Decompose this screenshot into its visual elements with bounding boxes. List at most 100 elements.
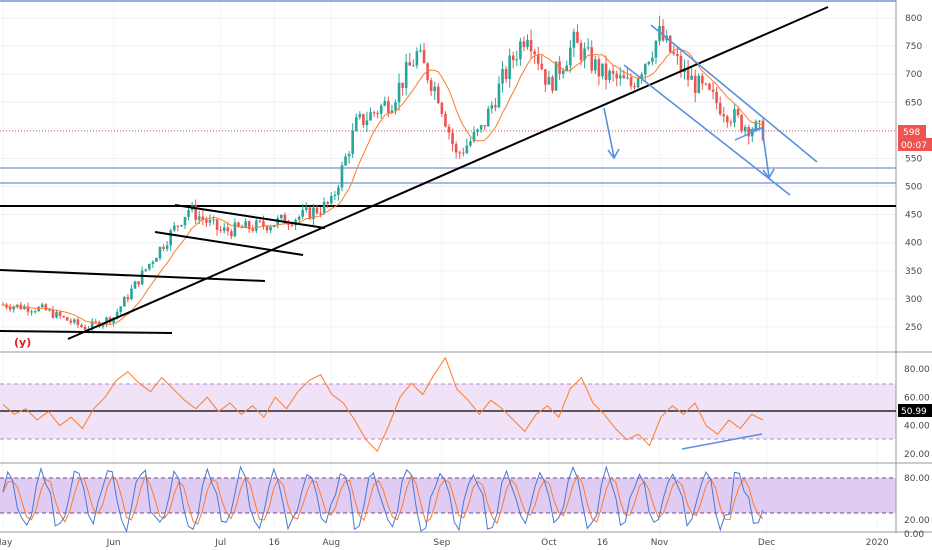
- candle-body: [290, 224, 294, 226]
- stoch-tick-label: 20.00: [904, 516, 930, 526]
- candle-body: [626, 77, 629, 79]
- candle-body: [40, 304, 44, 307]
- candle-body: [661, 26, 665, 41]
- time-tick-label: Jul: [214, 538, 226, 548]
- candle-body: [194, 205, 197, 220]
- candle-body: [708, 83, 711, 90]
- stoch-band: [0, 478, 896, 513]
- last-price-tag: [898, 125, 926, 138]
- candle-body: [172, 225, 176, 231]
- stoch-axis: 80.00 20.00 0.00: [904, 474, 930, 540]
- candle-body: [586, 47, 590, 49]
- candle-body: [344, 156, 347, 166]
- price-axis: 800750700650600550500450400350300250: [905, 14, 922, 333]
- time-tick-label: 2020: [866, 538, 889, 548]
- candle-body: [504, 68, 508, 80]
- candle-body: [258, 220, 262, 222]
- candle-body: [83, 326, 87, 331]
- rsi-divergence-line: [681, 433, 763, 450]
- candle-body: [158, 246, 162, 259]
- candle-body: [351, 130, 354, 155]
- candle-body: [597, 59, 601, 77]
- rsi-line: [2, 356, 764, 453]
- price-tick-label: 750: [905, 42, 922, 52]
- candle-body: [679, 55, 683, 73]
- candle-body: [197, 216, 201, 220]
- chart-annotation: (y): [14, 336, 31, 349]
- candle-body: [444, 113, 447, 127]
- candle-body: [269, 226, 272, 231]
- candle-body: [497, 83, 501, 108]
- candle-body: [319, 213, 322, 215]
- candle-body: [62, 316, 65, 318]
- candle-body: [201, 216, 205, 220]
- candle-body: [447, 126, 451, 133]
- candle-body: [651, 57, 654, 62]
- rsi-tick-label: 80.00: [904, 365, 930, 375]
- candle-body: [750, 130, 754, 137]
- candle-body: [169, 230, 172, 246]
- candle-body: [287, 224, 290, 226]
- candle-body: [686, 68, 690, 80]
- candle-body: [729, 122, 733, 124]
- candle-body: [715, 91, 718, 104]
- candle-body: [301, 209, 305, 217]
- candle-body: [501, 68, 504, 84]
- candle-body: [205, 219, 208, 223]
- price-tick-label: 400: [905, 239, 922, 249]
- candle-body: [387, 101, 390, 113]
- rsi-value-tag: [898, 404, 932, 417]
- candle-body: [30, 311, 33, 313]
- candle-body: [601, 63, 604, 77]
- candle-body: [437, 86, 440, 104]
- candle-body: [322, 201, 326, 214]
- candle-body: [329, 196, 333, 204]
- time-tick-label: Jun: [106, 538, 121, 548]
- candle-body: [554, 61, 558, 91]
- candle-body: [633, 86, 636, 88]
- candle-body: [155, 258, 158, 262]
- stoch-d-line: [2, 474, 764, 525]
- candle-body: [569, 47, 572, 66]
- candle-body: [283, 214, 287, 225]
- candle-body: [508, 55, 511, 80]
- resistance-line: [0, 269, 266, 282]
- candle-body: [551, 76, 554, 91]
- candle-body: [515, 59, 519, 61]
- time-tick-label: Oct: [541, 538, 557, 548]
- candle-body: [397, 82, 401, 103]
- candle-body: [237, 222, 240, 227]
- candle-body: [140, 270, 144, 285]
- candle-body: [226, 227, 230, 232]
- candle-body: [208, 219, 212, 223]
- candle-body: [183, 216, 187, 226]
- candle-body: [105, 317, 108, 324]
- candle-body: [8, 307, 12, 310]
- price-tick-label: 500: [905, 183, 922, 193]
- rsi-tick-label: 60.00: [904, 393, 930, 403]
- candle-body: [137, 281, 140, 285]
- time-tick-label: May: [0, 538, 13, 548]
- candle-body: [233, 222, 237, 237]
- price-tick-label: 650: [905, 98, 922, 108]
- stoch-tick-label: 80.00: [904, 474, 930, 484]
- candle-body: [758, 120, 761, 122]
- candle-body: [180, 225, 183, 227]
- candle-body: [147, 263, 151, 270]
- candle-body: [412, 65, 415, 67]
- chart-grid: [0, 0, 896, 532]
- candle-body: [251, 229, 255, 231]
- candle-body: [561, 70, 565, 74]
- candle-body: [244, 221, 247, 229]
- candle-body: [58, 311, 62, 317]
- candle-body: [408, 62, 412, 66]
- candle-body: [265, 226, 269, 231]
- price-tick-label: 300: [905, 295, 922, 305]
- candle-body: [636, 78, 640, 88]
- price-tick-label: 800: [905, 14, 922, 24]
- candle-body: [123, 296, 126, 307]
- candle-body: [308, 207, 312, 219]
- candle-body: [465, 145, 469, 154]
- time-tick-label: Sep: [433, 538, 450, 548]
